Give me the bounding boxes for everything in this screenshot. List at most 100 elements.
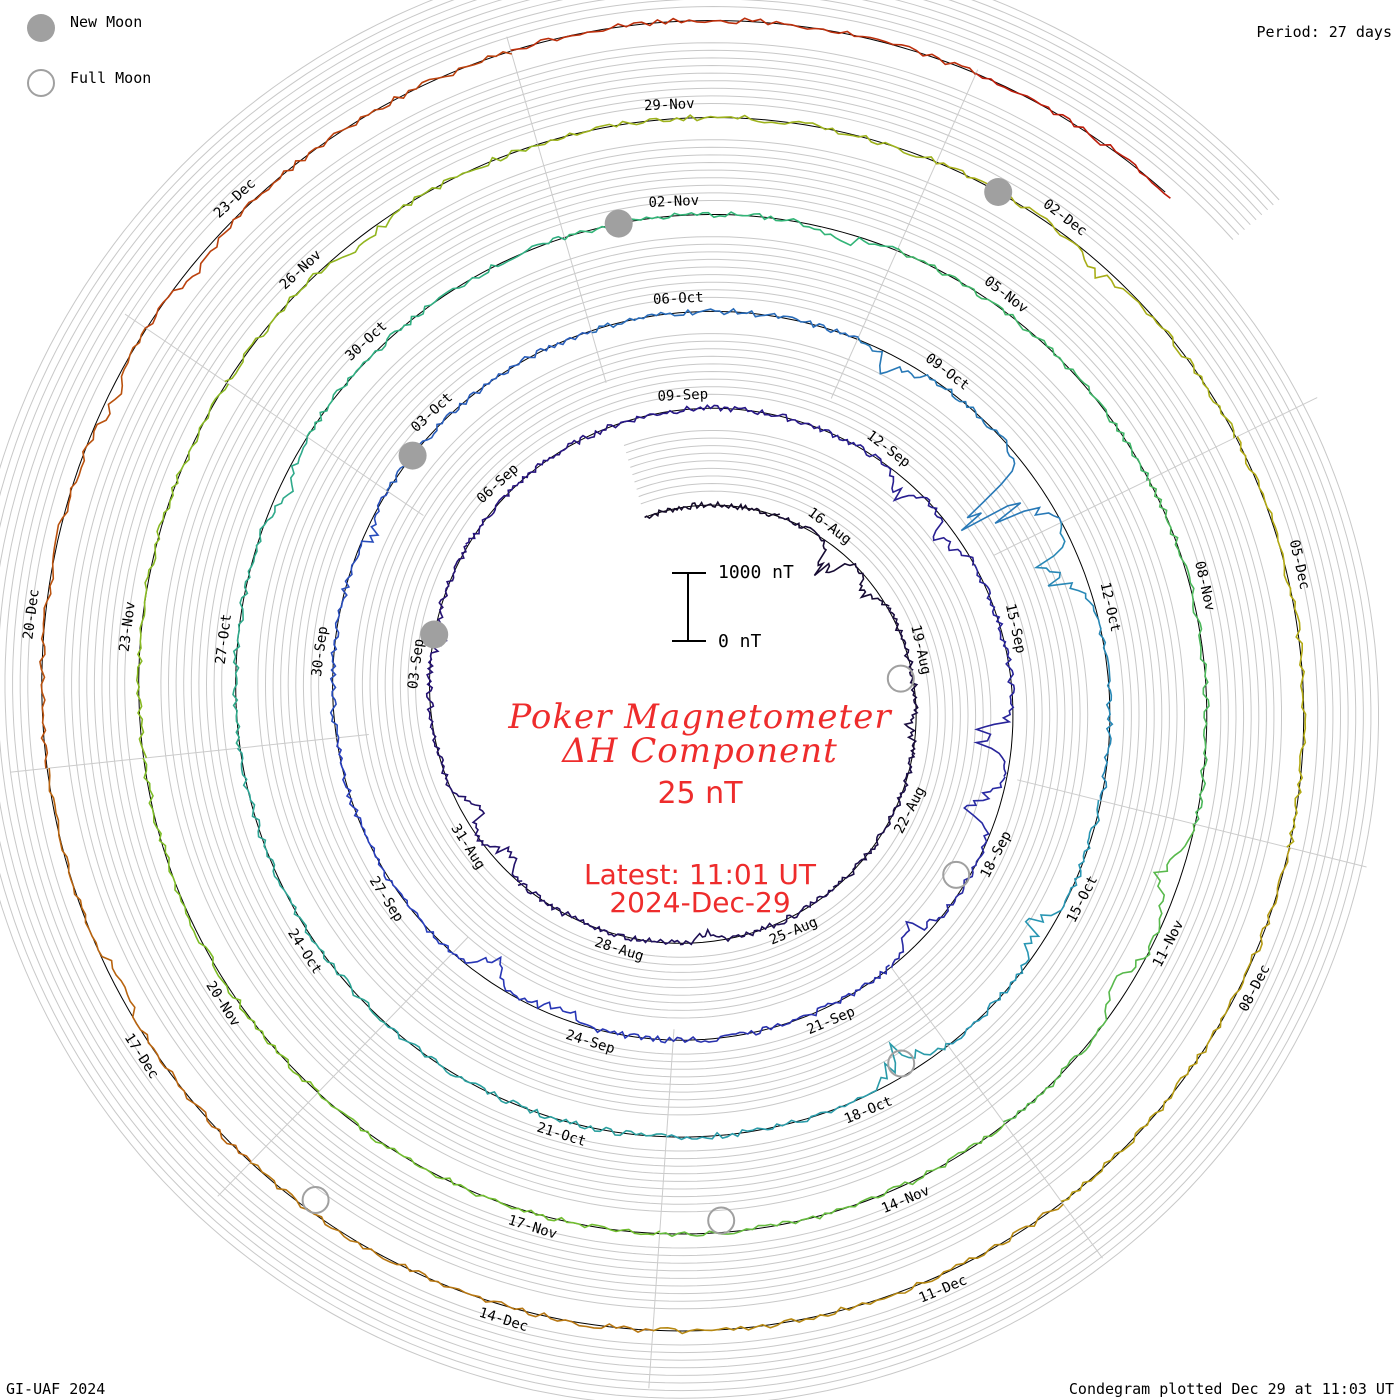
radial-spoke xyxy=(124,313,424,516)
radial-spoke xyxy=(648,1029,675,1389)
date-tick-label: 11-Dec xyxy=(917,1272,970,1306)
delta-h-trace-segment xyxy=(384,1022,667,1137)
date-tick-label: 18-Oct xyxy=(842,1093,895,1127)
date-tick-label: 21-Sep xyxy=(805,1004,858,1038)
spiral-grid-line xyxy=(0,0,1349,1376)
delta-h-trace-segment xyxy=(1149,479,1210,825)
spiral-grid-line xyxy=(0,0,1364,1392)
delta-h-trace-segment xyxy=(306,235,566,438)
delta-h-trace-segment xyxy=(672,964,890,1044)
delta-h-trace-segment xyxy=(510,17,977,76)
date-tick-label: 09-Sep xyxy=(657,387,708,405)
delta-h-trace-segment xyxy=(336,737,454,954)
chart-title-line2: ΔH Component xyxy=(562,731,838,771)
delta-h-trace-segment xyxy=(652,1203,1064,1335)
delta-h-trace-segment xyxy=(232,436,309,749)
delta-h-trace-segment xyxy=(430,727,523,883)
new-moon-legend-label: New Moon xyxy=(70,13,143,31)
delta-h-trace-segment xyxy=(236,747,386,1024)
delta-h-trace-segment xyxy=(224,144,539,383)
new-moon-marker xyxy=(420,620,449,649)
delta-h-trace-segment xyxy=(48,768,252,1163)
date-tick-label: 15-Oct xyxy=(1064,873,1101,925)
spiral-grid-line xyxy=(12,0,1334,1361)
delta-h-trace-segment xyxy=(1236,436,1307,848)
spiral-grid-line xyxy=(4,0,1341,1369)
radial-spoke xyxy=(830,69,979,399)
scale-bar-bottom-label: 0 nT xyxy=(718,631,762,652)
delta-h-trace-segment xyxy=(135,383,230,759)
spiral-grid-line xyxy=(0,0,1357,1384)
zero-line xyxy=(41,19,1305,1332)
date-tick-label: 06-Oct xyxy=(653,290,704,308)
scale-bar-top-label: 1000 nT xyxy=(718,562,794,583)
delta-h-trace-segment xyxy=(679,888,835,946)
radial-spoke xyxy=(217,937,469,1197)
delta-h-trace-segment xyxy=(317,1091,661,1236)
radial-spoke xyxy=(890,966,1103,1259)
delta-h-trace-segment xyxy=(666,1041,947,1141)
date-tick-label: 23-Dec xyxy=(211,176,259,222)
date-tick-label: 03-Sep xyxy=(405,638,427,690)
date-tick-label: 02-Nov xyxy=(648,193,699,211)
latest-time: Latest: 11:01 UT xyxy=(583,858,817,891)
radial-spoke xyxy=(10,734,369,773)
full-moon-marker xyxy=(301,1186,330,1214)
radial-spoke xyxy=(1017,779,1367,868)
delta-h-trace-segment xyxy=(857,337,1062,532)
date-tick-label: 14-Nov xyxy=(879,1183,932,1217)
delta-h-trace-segment xyxy=(1003,823,1196,1123)
new-moon-marker xyxy=(604,209,633,238)
date-tick-label: 06-Sep xyxy=(474,461,522,507)
delta-h-trace-segment xyxy=(329,491,389,738)
chart-scale-value: 25 nT xyxy=(657,776,743,811)
date-tick-label: 20-Dec xyxy=(20,588,42,640)
full-moon-legend-label: Full Moon xyxy=(70,69,152,87)
chart-title-line1: Poker Magnetometer xyxy=(508,697,892,737)
delta-h-trace-segment xyxy=(517,882,681,946)
delta-h-trace-segment xyxy=(832,753,916,888)
delta-h-trace-segment xyxy=(617,404,819,430)
delta-h-trace-segment xyxy=(897,247,1150,481)
delta-h-trace-segment xyxy=(591,307,859,338)
full-moon-legend-icon xyxy=(27,69,55,97)
spiral-grid-line xyxy=(27,5,1319,1346)
date-tick-label: 08-Nov xyxy=(1191,560,1218,613)
date-tick-label: 08-Dec xyxy=(1236,962,1273,1014)
date-tick-label: 17-Dec xyxy=(121,1031,162,1082)
delta-h-trace-segment xyxy=(778,516,890,607)
scale-bar xyxy=(672,572,706,642)
delta-h-trace-segment xyxy=(142,757,320,1093)
date-tick-label: 30-Oct xyxy=(342,318,390,364)
delta-h-trace-segment xyxy=(975,72,1171,199)
radial-spokes xyxy=(10,36,1367,1389)
delta-h-trace-segment xyxy=(644,500,781,520)
radial-spoke xyxy=(506,36,607,383)
delta-h-trace-segment xyxy=(144,51,512,329)
full-moon-marker xyxy=(887,1049,916,1078)
date-tick-label: 29-Nov xyxy=(644,96,695,114)
delta-h-trace-segment xyxy=(818,425,975,566)
radial-spoke xyxy=(993,397,1318,556)
latest-date: 2024-Dec-29 xyxy=(609,886,791,919)
spiral-grid-line xyxy=(19,0,1326,1354)
delta-h-trace-segment xyxy=(890,776,1006,969)
date-tick-label: 27-Oct xyxy=(213,613,235,665)
credit-label: GI-UAF 2024 xyxy=(6,1380,106,1398)
delta-h-trace-segment xyxy=(1033,522,1114,801)
full-moon-marker xyxy=(707,1206,736,1235)
date-tick-label: 11-Nov xyxy=(1150,918,1187,970)
new-moon-legend-icon xyxy=(27,14,55,42)
date-tick-label: 05-Dec xyxy=(1286,538,1313,591)
delta-h-trace-segment xyxy=(39,327,147,769)
plotted-timestamp: Condegram plotted Dec 29 at 11:03 UT xyxy=(1068,1380,1394,1398)
date-tick-label: 24-Oct xyxy=(284,926,325,977)
full-moon-marker xyxy=(886,664,915,693)
full-moon-marker xyxy=(942,860,971,889)
data-trace xyxy=(39,17,1307,1335)
delta-h-trace-segment xyxy=(946,800,1100,1045)
delta-h-trace-segment xyxy=(465,424,619,545)
date-tick-label: 23-Nov xyxy=(117,601,139,653)
